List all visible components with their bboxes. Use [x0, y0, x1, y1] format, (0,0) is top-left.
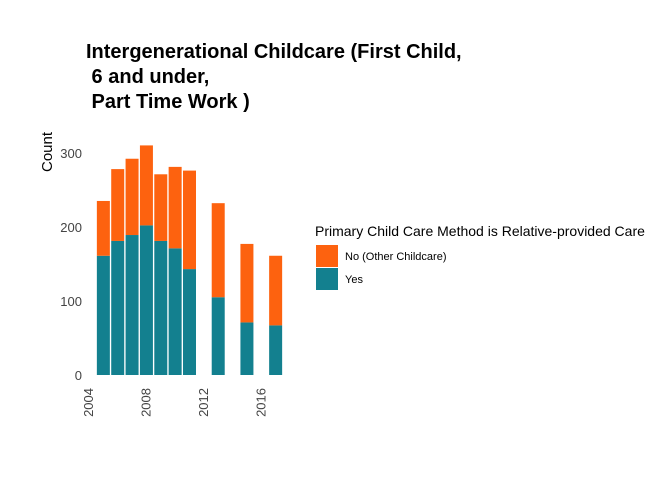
- bar-no-2013: [211, 203, 225, 298]
- bar-yes-2007: [125, 235, 139, 375]
- x-axis-ticks: 2004 2008 2012 2016: [81, 388, 268, 417]
- bar-no-2011: [183, 170, 196, 270]
- bar-yes-2013: [211, 297, 225, 375]
- bar-yes-2017: [269, 325, 283, 375]
- plot-bars: [96, 145, 283, 375]
- bar-yes-2015: [240, 322, 254, 375]
- x-tick-label-2008: 2008: [138, 388, 153, 417]
- legend-label-yes: Yes: [345, 274, 363, 286]
- chart-title: Intergenerational Childcare (First Child…: [86, 41, 462, 113]
- bar-no-2015: [240, 243, 254, 323]
- title-line-2: 6 and under,: [86, 66, 209, 88]
- y-tick-label-0: 0: [75, 368, 82, 383]
- legend-swatch-no: [316, 245, 338, 267]
- bar-yes-2011: [183, 269, 196, 375]
- legend-entries: No (Other Childcare) Yes: [316, 245, 446, 290]
- y-tick-label-300: 300: [60, 146, 82, 161]
- bar-no-2010: [168, 166, 182, 249]
- bar-no-2005: [96, 200, 110, 256]
- title-line-1: Intergenerational Childcare (First Child…: [86, 41, 462, 63]
- x-tick-label-2004: 2004: [81, 388, 96, 417]
- title-line-3: Part Time Work ): [86, 91, 250, 113]
- bar-no-2007: [125, 158, 139, 236]
- bar-no-2009: [154, 174, 168, 241]
- y-axis-title: Count: [39, 131, 56, 172]
- x-tick-label-2016: 2016: [253, 388, 268, 417]
- bar-no-2006: [111, 169, 125, 241]
- bar-yes-2008: [139, 225, 153, 375]
- y-tick-label-200: 200: [60, 220, 82, 235]
- bar-no-2008: [139, 145, 153, 226]
- legend-title: Primary Child Care Method is Relative-pr…: [315, 223, 645, 239]
- bar-no-2017: [269, 255, 283, 326]
- bar-yes-2009: [154, 240, 168, 375]
- x-tick-label-2012: 2012: [196, 388, 211, 417]
- bar-yes-2010: [168, 248, 182, 375]
- y-axis-ticks: 0 100 200 300: [60, 146, 82, 383]
- bar-yes-2005: [96, 255, 110, 375]
- y-tick-label-100: 100: [60, 294, 82, 309]
- legend: Primary Child Care Method is Relative-pr…: [315, 223, 645, 290]
- legend-label-no: No (Other Childcare): [345, 251, 446, 263]
- legend-swatch-yes: [316, 268, 338, 290]
- bar-yes-2006: [111, 240, 125, 375]
